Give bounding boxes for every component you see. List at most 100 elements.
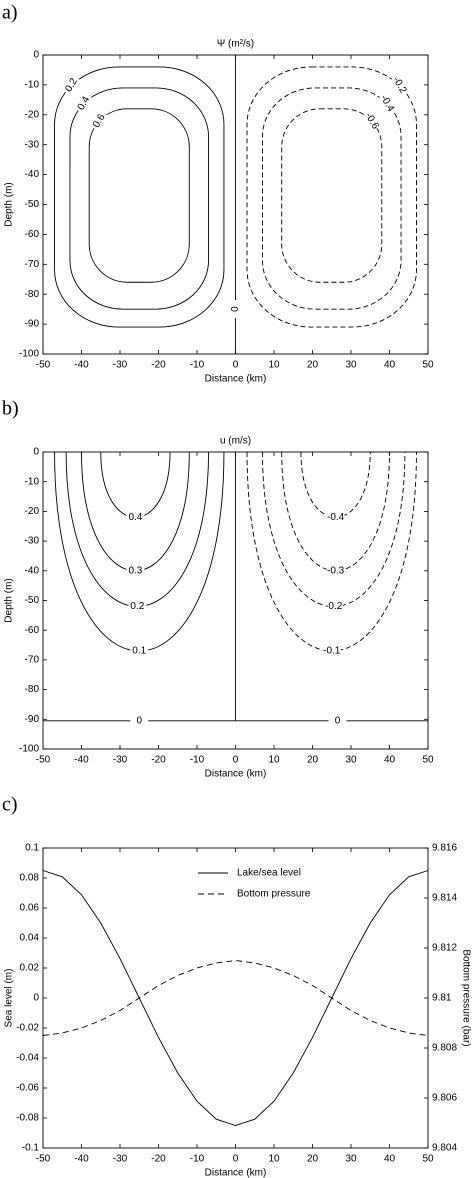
contour-line — [69, 87, 210, 310]
label-background — [61, 74, 82, 96]
y2-tick-label: 9.81 — [432, 993, 452, 1004]
x-tick-label: 30 — [345, 1154, 357, 1165]
label-background — [126, 564, 145, 577]
contour-label: 0.2 — [61, 74, 82, 96]
y-tick-label: 0.02 — [20, 963, 40, 974]
y-tick-label: -20 — [25, 109, 40, 120]
x-tick-label: -30 — [113, 1154, 128, 1165]
y-tick-label: -20 — [25, 506, 40, 517]
y2-tick-label: 9.806 — [432, 1093, 457, 1104]
legend-label: Bottom pressure — [237, 889, 311, 900]
label-background — [326, 564, 345, 577]
contour-label: -0.4 — [377, 92, 397, 115]
x-tick-label: 30 — [345, 755, 357, 766]
y-tick-label: -40 — [25, 169, 40, 180]
x-axis-label: Distance (km) — [205, 1168, 267, 1178]
label-background — [126, 511, 145, 524]
x-tick-label: 40 — [384, 755, 396, 766]
y2-tick-label: 9.808 — [432, 1043, 457, 1054]
contour-line — [300, 451, 371, 518]
x-tick-label: 20 — [307, 755, 319, 766]
y-tick-label: -70 — [25, 655, 40, 666]
panel: a) Ψ (m²/s) Distance (km) Depth (m) 0.20.40.… — [2, 2, 434, 385]
y-tick-label: 0 — [33, 993, 39, 1004]
label-background — [74, 92, 94, 115]
y-tick-label: -0.04 — [16, 1053, 39, 1064]
y-tick-label: 0.1 — [25, 843, 39, 854]
contour-line — [281, 451, 390, 571]
x-tick-label: -40 — [74, 360, 89, 371]
contour-label-text: 0.4 — [128, 512, 142, 523]
y-tick-label: -80 — [25, 289, 40, 300]
contour-line — [262, 451, 406, 607]
y-tick-label: -50 — [25, 595, 40, 606]
contour-label: 0.1 — [130, 644, 149, 657]
contour-label-text: -0.1 — [323, 646, 341, 657]
x-axis-label: Distance (km) — [205, 769, 267, 780]
x-tick-label: -10 — [190, 360, 205, 371]
contour-line — [100, 451, 171, 518]
contour-label: -0.6 — [362, 110, 382, 132]
x-tick-label: -10 — [190, 1154, 205, 1165]
y-tick-label: -10 — [25, 80, 40, 91]
chart-title: Ψ (m²/s) — [217, 39, 254, 50]
label-background — [128, 600, 147, 613]
contour-line — [246, 66, 417, 328]
contour-label: -0.4 — [326, 511, 345, 524]
label-background — [322, 644, 341, 657]
x-tick-label: 20 — [307, 360, 319, 371]
contour-label: 0.4 — [74, 92, 94, 115]
x-tick-label: -10 — [190, 755, 205, 766]
contour-label-text: 0 — [335, 715, 341, 726]
contour-line — [54, 66, 225, 328]
contour-label: 0.6 — [89, 110, 109, 132]
panel-letter: c) — [2, 794, 18, 816]
contour-line — [54, 451, 225, 652]
y-axis-label: Depth (m) — [4, 578, 15, 622]
x-tick-label: -30 — [113, 755, 128, 766]
y-tick-label: -10 — [25, 476, 40, 487]
contour-label: 0.4 — [126, 511, 145, 524]
y-axis-label: Depth (m) — [4, 182, 15, 226]
contour-line — [281, 108, 383, 283]
chart-title: u (m/s) — [220, 436, 251, 447]
contour-label: -0.3 — [326, 564, 345, 577]
x-tick-label: -40 — [74, 755, 89, 766]
contour-label-text: 0.1 — [132, 646, 146, 657]
x-tick-label: 40 — [384, 1154, 396, 1165]
x-axis-label: Distance (km) — [205, 374, 267, 385]
contour-label: 0 — [229, 300, 242, 319]
contour-label: -0.2 — [389, 74, 410, 96]
label-background — [130, 714, 149, 727]
y-tick-label: 0.06 — [20, 903, 40, 914]
label-background — [89, 110, 109, 132]
contour-line — [246, 451, 417, 652]
y-tick-label: -100 — [19, 349, 39, 360]
y-tick-label: -0.1 — [22, 1143, 40, 1154]
x-tick-label: -30 — [113, 360, 128, 371]
panel-letter: a) — [2, 2, 18, 24]
y-tick-label: -30 — [25, 139, 40, 150]
legend-label: Lake/sea level — [237, 868, 301, 879]
y-tick-label: -0.08 — [16, 1113, 39, 1124]
panel-letter: b) — [2, 398, 19, 420]
contour-line — [65, 451, 209, 607]
x-tick-label: 10 — [268, 360, 280, 371]
x-tick-label: -20 — [151, 755, 166, 766]
label-background — [362, 110, 382, 132]
y-tick-label: 0.08 — [20, 873, 40, 884]
y-axis-label: Sea level (m) — [4, 969, 15, 1028]
contour-label: -0.2 — [324, 600, 343, 613]
x-tick-label: -20 — [151, 1154, 166, 1165]
label-background — [389, 74, 410, 96]
label-background — [130, 644, 149, 657]
y-tick-label: -80 — [25, 684, 40, 695]
x-tick-label: 0 — [233, 755, 239, 766]
contour-label: 0.2 — [128, 600, 147, 613]
y-tick-label: -0.02 — [16, 1023, 39, 1034]
series-line — [42, 960, 429, 1036]
x-tick-label: -50 — [36, 1154, 51, 1165]
contour-label: 0 — [328, 714, 347, 727]
label-background — [324, 600, 343, 613]
series-line — [42, 870, 429, 1126]
